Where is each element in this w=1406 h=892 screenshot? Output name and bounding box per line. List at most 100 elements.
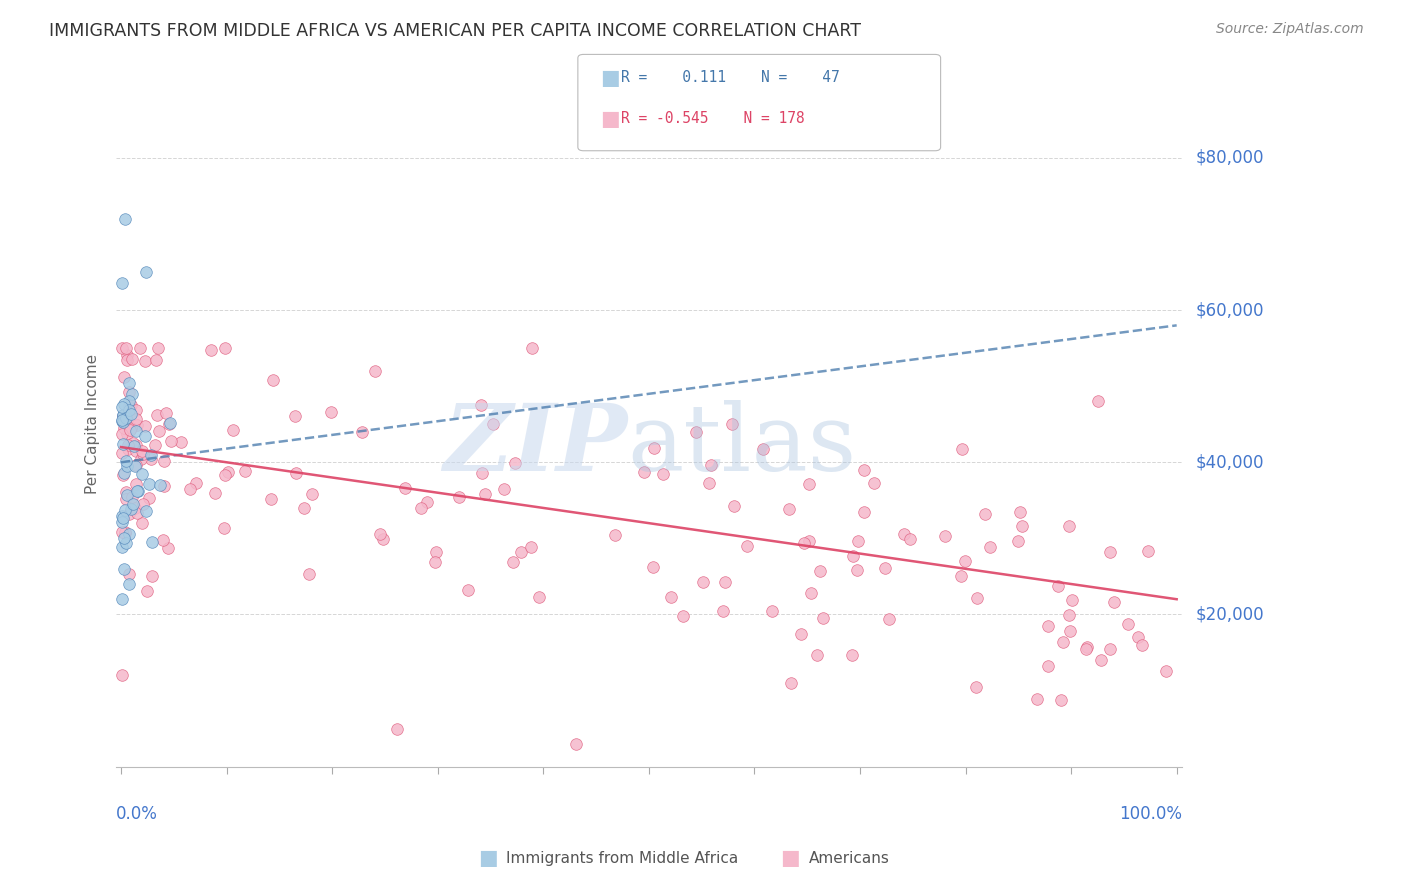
- Point: [457, 583, 479, 598]
- Point: [132, 497, 155, 511]
- Point: [125, 425, 148, 439]
- Point: [723, 499, 745, 513]
- Point: [808, 564, 831, 578]
- Point: [692, 574, 714, 589]
- Point: [1074, 642, 1097, 657]
- Point: [135, 265, 157, 279]
- Point: [111, 427, 134, 442]
- Point: [121, 351, 143, 366]
- Text: IMMIGRANTS FROM MIDDLE AFRICA VS AMERICAN PER CAPITA INCOME CORRELATION CHART: IMMIGRANTS FROM MIDDLE AFRICA VS AMERICA…: [49, 22, 862, 40]
- Point: [111, 341, 134, 355]
- Point: [148, 341, 170, 355]
- Point: [134, 419, 156, 434]
- Point: [780, 675, 803, 690]
- Point: [721, 417, 744, 432]
- Point: [966, 591, 988, 605]
- Point: [235, 464, 257, 478]
- Point: [124, 476, 146, 491]
- Point: [111, 592, 134, 607]
- Point: [898, 533, 921, 547]
- Point: [1047, 579, 1070, 593]
- Point: [148, 478, 170, 492]
- Point: [394, 481, 416, 495]
- Point: [125, 412, 148, 426]
- Point: [155, 406, 177, 420]
- Point: [471, 466, 494, 480]
- Point: [806, 648, 828, 663]
- Point: [285, 467, 308, 481]
- Point: [122, 497, 145, 511]
- Point: [350, 425, 373, 439]
- Point: [110, 413, 132, 427]
- Point: [449, 490, 471, 504]
- Point: [153, 479, 176, 493]
- Point: [114, 526, 136, 541]
- Point: [492, 482, 515, 496]
- Point: [125, 483, 148, 498]
- Point: [112, 370, 135, 384]
- Point: [846, 563, 869, 577]
- Point: [111, 408, 134, 422]
- Point: [111, 415, 134, 429]
- Point: [124, 501, 146, 516]
- Point: [633, 465, 655, 479]
- Point: [659, 591, 682, 605]
- Point: [714, 575, 737, 590]
- Point: [115, 459, 138, 474]
- Point: [120, 502, 142, 516]
- Point: [153, 454, 176, 468]
- Point: [114, 211, 136, 226]
- Point: [953, 554, 976, 568]
- Point: [110, 516, 132, 530]
- Text: $20,000: $20,000: [1197, 606, 1264, 624]
- Point: [128, 341, 150, 355]
- Text: ■: ■: [600, 68, 620, 87]
- Point: [1057, 518, 1080, 533]
- Point: [1036, 619, 1059, 633]
- Point: [1102, 595, 1125, 609]
- Point: [118, 394, 141, 409]
- Point: [1154, 664, 1177, 678]
- Point: [214, 341, 236, 355]
- Point: [700, 458, 723, 473]
- Point: [115, 341, 138, 355]
- Point: [118, 384, 141, 399]
- Point: [934, 529, 956, 543]
- Point: [124, 458, 146, 473]
- Point: [1052, 635, 1074, 649]
- Point: [853, 463, 876, 477]
- Point: [761, 604, 783, 618]
- Point: [643, 442, 665, 456]
- Point: [522, 341, 544, 355]
- Point: [1010, 505, 1032, 519]
- Point: [134, 354, 156, 368]
- Point: [134, 428, 156, 442]
- Point: [893, 527, 915, 541]
- Point: [1099, 545, 1122, 559]
- Point: [605, 528, 627, 542]
- Point: [685, 425, 707, 439]
- Point: [470, 398, 492, 412]
- Point: [125, 458, 148, 472]
- Point: [965, 680, 987, 694]
- Point: [131, 467, 153, 481]
- Point: [973, 507, 995, 521]
- Point: [863, 476, 886, 491]
- Point: [368, 527, 391, 541]
- Point: [159, 416, 181, 430]
- Point: [1116, 616, 1139, 631]
- Point: [115, 426, 138, 441]
- Point: [699, 475, 721, 490]
- Y-axis label: Per Capita Income: Per Capita Income: [86, 354, 100, 494]
- Text: Source: ZipAtlas.com: Source: ZipAtlas.com: [1216, 22, 1364, 37]
- Point: [292, 501, 315, 516]
- Point: [950, 442, 973, 457]
- Text: R =    0.111    N =    47: R = 0.111 N = 47: [621, 70, 841, 85]
- Point: [118, 527, 141, 541]
- Point: [1076, 640, 1098, 654]
- Point: [111, 445, 134, 459]
- Point: [509, 544, 531, 558]
- Point: [1059, 624, 1081, 639]
- Point: [118, 376, 141, 390]
- Point: [474, 486, 496, 500]
